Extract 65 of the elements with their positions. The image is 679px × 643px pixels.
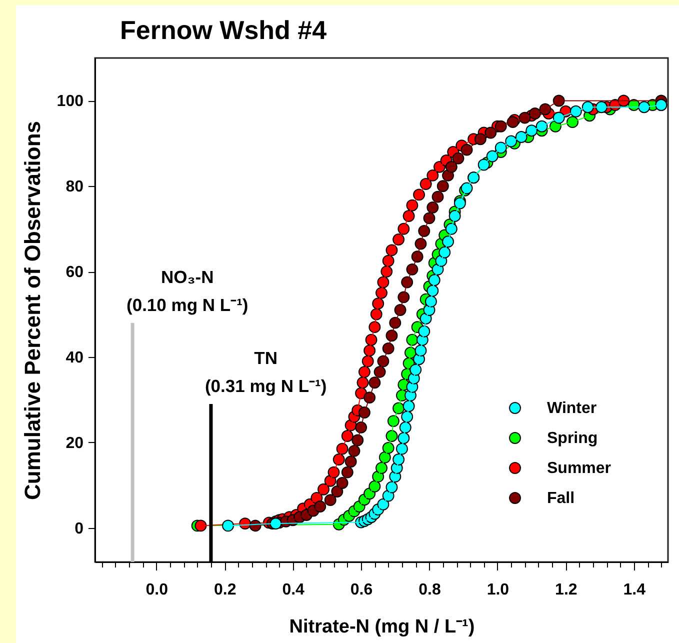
y-tick-label: 60 — [66, 264, 84, 282]
point — [536, 120, 548, 132]
y-tick-label: 20 — [66, 434, 84, 452]
point — [596, 101, 608, 114]
point — [386, 430, 398, 442]
point — [406, 263, 418, 276]
x-tick-label: 0.2 — [214, 582, 236, 598]
point — [582, 101, 594, 114]
y-tick-label: 40 — [66, 349, 84, 366]
y-tick-label: 80 — [66, 178, 84, 196]
point — [387, 415, 400, 428]
x-tick-label: 0.6 — [350, 582, 373, 598]
point — [452, 152, 464, 164]
point — [355, 421, 368, 434]
point — [445, 222, 458, 235]
x-tick-label: 0.0 — [146, 582, 168, 598]
point — [368, 321, 381, 334]
point — [494, 142, 507, 154]
point — [436, 180, 449, 192]
point — [442, 236, 454, 248]
point — [382, 442, 394, 454]
point — [352, 434, 364, 446]
legend-label: Summer — [547, 460, 612, 477]
annotation: TN (0.31 mg N L⁻¹) — [204, 348, 327, 396]
point — [398, 222, 410, 235]
point — [506, 116, 519, 128]
point — [552, 112, 565, 124]
x-tick-label: 0.4 — [282, 582, 305, 598]
point — [418, 225, 430, 237]
point — [194, 520, 207, 532]
point — [515, 131, 528, 143]
y-tick-label: 0 — [74, 520, 84, 538]
annotation: NO₃-N (0.10 mg N L⁻¹) — [126, 266, 248, 315]
point — [336, 477, 348, 489]
point — [570, 105, 582, 118]
point — [392, 234, 405, 246]
point — [389, 316, 402, 329]
x-tick-label: 1.0 — [486, 582, 510, 598]
y-tick-label: 100 — [56, 93, 84, 110]
point — [222, 520, 234, 532]
point — [638, 101, 650, 114]
x-tick-label: 1.4 — [623, 582, 646, 598]
point — [358, 406, 370, 418]
point — [413, 188, 425, 201]
point — [402, 210, 415, 222]
point — [411, 250, 424, 263]
point — [386, 330, 398, 342]
point — [448, 210, 461, 222]
point — [314, 500, 326, 512]
point — [382, 342, 394, 354]
legend-label: Winter — [547, 400, 597, 417]
point — [426, 202, 439, 214]
legend-label: Spring — [547, 430, 598, 447]
point — [401, 276, 414, 288]
point — [364, 392, 376, 404]
x-tick-label: 1.2 — [555, 582, 578, 598]
point — [365, 334, 378, 346]
point — [398, 291, 410, 304]
point — [394, 304, 406, 316]
x-tick-label: 0.8 — [418, 582, 441, 598]
x-axis-title: Nitrate-N (mg N / L⁻¹) — [289, 616, 475, 638]
y-axis-title: Cumulative Percent of Observations — [20, 121, 45, 500]
point — [474, 133, 486, 146]
legend-label: Fall — [547, 490, 575, 507]
chart-title: Fernow Wshd #4 — [120, 15, 328, 45]
